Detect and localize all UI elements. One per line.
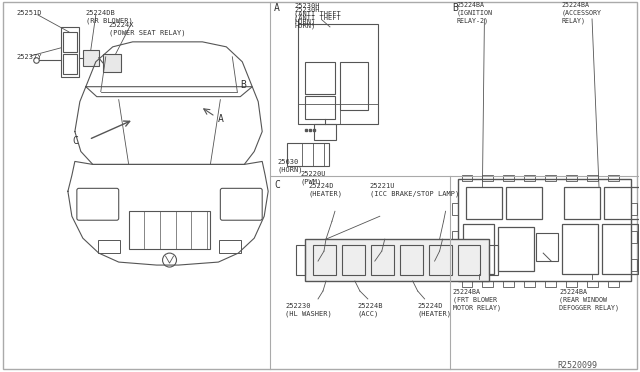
Bar	[342, 245, 365, 275]
Bar	[608, 281, 619, 287]
Text: 25221U
(ICC BRAKE/STOP LAMP): 25221U (ICC BRAKE/STOP LAMP)	[370, 183, 459, 198]
Text: 25224D
(HEATER): 25224D (HEATER)	[308, 183, 342, 198]
Bar	[545, 175, 556, 182]
Bar	[483, 281, 493, 287]
Bar	[463, 224, 494, 274]
Bar	[305, 239, 490, 281]
Bar	[506, 187, 542, 219]
Bar	[103, 54, 121, 72]
Bar	[452, 231, 458, 243]
Bar	[461, 175, 472, 182]
Bar	[83, 50, 99, 66]
Text: 25224D
(HEATER): 25224D (HEATER)	[418, 303, 452, 317]
Bar	[562, 224, 598, 274]
Bar	[602, 224, 638, 274]
Bar	[371, 245, 394, 275]
Bar	[490, 245, 499, 275]
Bar	[296, 245, 305, 275]
Bar	[587, 175, 598, 182]
Bar	[536, 233, 558, 261]
Text: 252230
(HL WASHER): 252230 (HL WASHER)	[285, 303, 332, 317]
Bar	[545, 281, 556, 287]
Bar	[314, 124, 336, 140]
Bar	[499, 227, 534, 271]
Bar	[467, 187, 502, 219]
Text: 25230H
(ANTI THEFT
HORN): 25230H (ANTI THEFT HORN)	[294, 3, 341, 25]
Text: C: C	[274, 180, 280, 190]
Bar	[524, 281, 535, 287]
Text: 25251D: 25251D	[16, 10, 42, 16]
Bar	[564, 187, 600, 219]
Bar	[287, 142, 329, 166]
Bar	[129, 211, 211, 249]
Bar	[631, 259, 637, 271]
Text: A: A	[274, 3, 280, 13]
Text: 25230H
(ANTI THEFT
HORN): 25230H (ANTI THEFT HORN)	[294, 7, 341, 29]
Bar	[458, 245, 481, 275]
Text: 25224BA
(ACCESSORY
RELAY): 25224BA (ACCESSORY RELAY)	[561, 2, 601, 24]
Bar	[63, 54, 77, 74]
Text: C: C	[73, 135, 79, 145]
Bar	[340, 62, 368, 110]
Text: 25220U
(PWM): 25220U (PWM)	[300, 171, 326, 185]
Text: 25224X
(POWER SEAT RELAY): 25224X (POWER SEAT RELAY)	[109, 22, 185, 36]
Bar	[631, 231, 637, 243]
Bar	[98, 240, 120, 253]
Text: A: A	[218, 113, 223, 124]
Text: 25224BA
(IGNITION
RELAY-2): 25224BA (IGNITION RELAY-2)	[456, 2, 493, 24]
Bar	[503, 281, 515, 287]
Text: R2520099: R2520099	[557, 361, 597, 370]
Text: B: B	[240, 80, 246, 90]
Bar	[604, 187, 640, 219]
Bar	[566, 175, 577, 182]
Bar	[305, 62, 335, 94]
Bar	[524, 175, 535, 182]
Bar	[429, 245, 452, 275]
Bar	[61, 27, 79, 77]
Bar	[298, 24, 378, 124]
Bar	[608, 175, 619, 182]
Bar	[305, 96, 335, 119]
Bar	[503, 175, 515, 182]
Bar	[631, 203, 637, 215]
Text: 25224BA
(FRT BLOWER
MOTOR RELAY): 25224BA (FRT BLOWER MOTOR RELAY)	[452, 289, 500, 311]
Bar	[220, 240, 241, 253]
Bar	[566, 281, 577, 287]
Bar	[400, 245, 422, 275]
Bar	[483, 175, 493, 182]
Bar	[452, 203, 458, 215]
Text: 25237Y: 25237Y	[16, 54, 42, 60]
Bar	[313, 245, 336, 275]
Bar	[458, 179, 631, 281]
Bar	[63, 32, 77, 52]
Text: B: B	[452, 3, 458, 13]
Bar	[461, 281, 472, 287]
Text: 25224B
(ACC): 25224B (ACC)	[358, 303, 383, 317]
Bar	[587, 281, 598, 287]
Text: 25630
(HORN): 25630 (HORN)	[277, 160, 303, 173]
Text: 25224DB
(RR BLOWER): 25224DB (RR BLOWER)	[86, 10, 132, 24]
Bar	[452, 259, 458, 271]
Text: 25224BA
(REAR WINDOW
DEFOGGER RELAY): 25224BA (REAR WINDOW DEFOGGER RELAY)	[559, 289, 619, 311]
